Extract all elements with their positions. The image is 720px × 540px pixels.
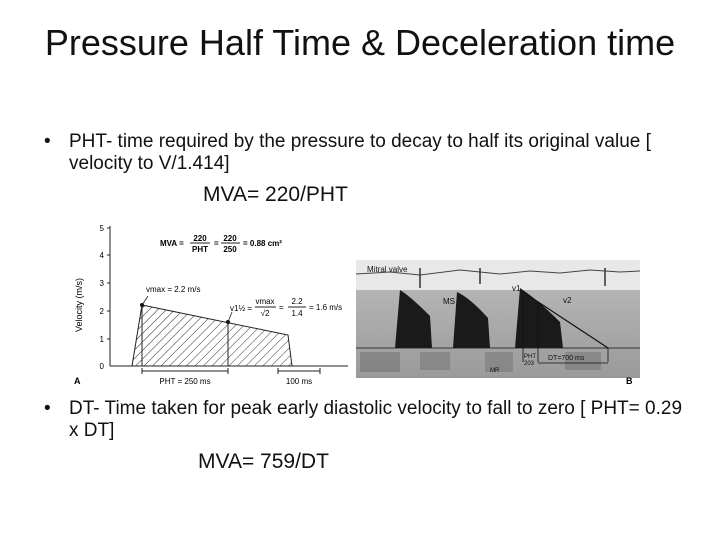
pht-b-value: 203 — [524, 361, 535, 367]
slide-title: Pressure Half Time & Deceleration time — [44, 22, 676, 63]
formula-mva-pht: MVA= 220/PHT — [203, 183, 348, 206]
vhalf-frac2-num: 2.2 — [291, 297, 303, 306]
vmax-label: vmax = 2.2 m/s — [146, 285, 200, 294]
bullet-symbol: • — [44, 398, 51, 419]
flow-envelope — [131, 304, 293, 367]
deceleration-slope — [522, 291, 609, 349]
mitral-valve-label: Mitral valve — [367, 265, 408, 274]
y-tick-label: 5 — [100, 224, 105, 233]
bullet-pht-definition: • PHT- time required by the pressure to … — [44, 131, 684, 175]
panel-a-letter: A — [74, 376, 81, 386]
vhalf-frac2-den: 1.4 — [291, 309, 303, 318]
y-tick-label: 3 — [100, 279, 105, 288]
y-axis-label: Velocity (m/s) — [74, 278, 84, 332]
vhalf-frac-num: vmax — [255, 297, 274, 306]
scale-bar-label: 100 ms — [286, 377, 312, 386]
mr-label: MR — [490, 368, 500, 374]
vhalf-label: v1½ = — [230, 304, 252, 313]
mva-frac1-num: 220 — [193, 234, 207, 243]
v1-label: v1 — [512, 284, 521, 293]
mva-frac2-num: 220 — [223, 234, 237, 243]
formula-mva-dt: MVA= 759/DT — [198, 450, 329, 473]
mva-frac1-den: PHT — [192, 245, 208, 254]
bullet-text: PHT- time required by the pressure to de… — [69, 131, 651, 174]
y-tick-label: 1 — [100, 335, 105, 344]
y-tick-label: 2 — [100, 307, 105, 316]
vhalf-frac-den: √2 — [261, 309, 270, 318]
v2-label: v2 — [563, 296, 572, 305]
mva-lhs: MVA = — [160, 239, 184, 248]
ms-envelope-1 — [395, 290, 432, 348]
vhalf-eq: = — [279, 303, 284, 312]
mitral-valve-trace — [355, 269, 641, 276]
y-tick-label: 4 — [100, 251, 105, 260]
ms-envelope-3 — [515, 288, 563, 348]
pht-b-label: PHT — [524, 354, 536, 360]
mva-frac2-den: 250 — [223, 245, 237, 254]
y-tick-label: 0 — [100, 362, 105, 371]
panel-b-doppler: Mitral valve MS v1 v2 PHT 203 DT=700 ms … — [355, 260, 641, 386]
panel-a-graph: Velocity (m/s) 0 1 2 3 4 5 MVA = 2 — [74, 224, 348, 386]
pht-label: PHT = 250 ms — [159, 377, 210, 386]
doppler-figure: Velocity (m/s) 0 1 2 3 4 5 MVA = 2 — [60, 212, 641, 388]
dt-label: DT=700 ms — [548, 355, 585, 362]
mva-result: = 0.88 cm² — [243, 239, 282, 248]
ms-label: MS — [443, 297, 455, 306]
mva-eq: = — [214, 239, 219, 248]
bullet-text: DT- Time taken for peak early diastolic … — [69, 398, 683, 441]
ms-envelope-2 — [453, 292, 490, 348]
bullet-dt-definition: • DT- Time taken for peak early diastoli… — [44, 398, 684, 442]
bullet-symbol: • — [44, 131, 51, 152]
vhalf-result: = 1.6 m/s — [309, 303, 342, 312]
panel-b-letter: B — [626, 376, 633, 386]
